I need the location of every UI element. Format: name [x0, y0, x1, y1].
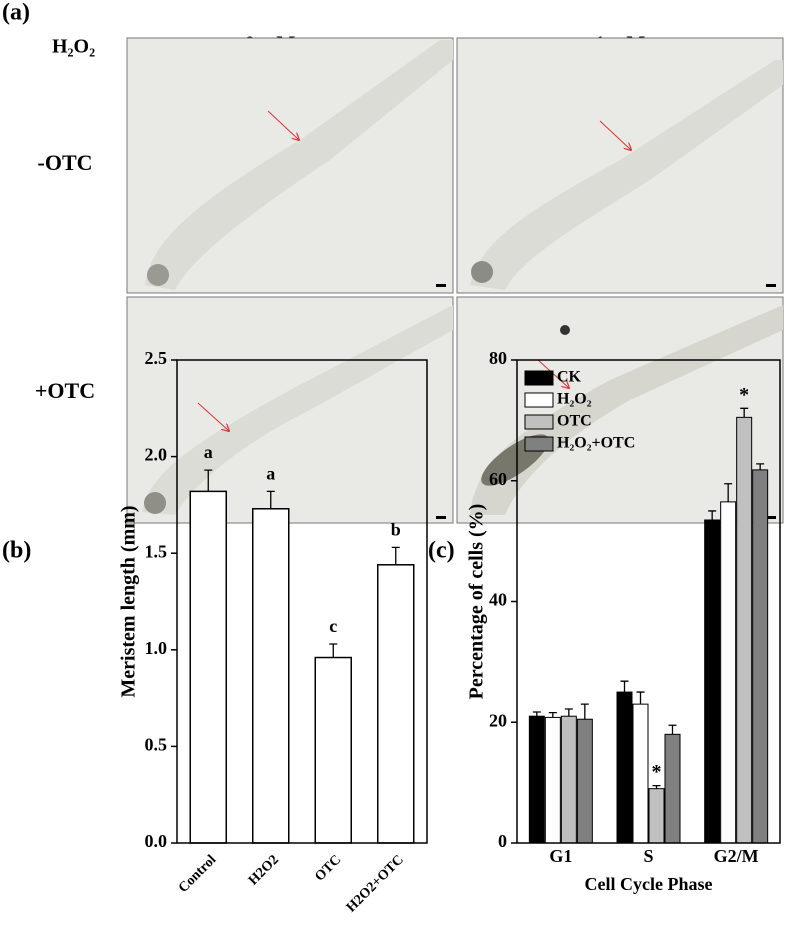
row-label: -OTC — [38, 150, 93, 175]
error-bar — [668, 724, 677, 735]
error-bar — [652, 784, 661, 789]
x-tick-label: H2O2 — [246, 852, 282, 888]
y-tick-label: 80 — [489, 348, 507, 368]
bar — [189, 490, 227, 844]
error-bar — [564, 708, 573, 717]
bar-label: a — [266, 464, 275, 484]
error-bar — [532, 711, 541, 717]
x-tick-label: S — [643, 846, 653, 866]
error-bar — [620, 680, 629, 693]
error-bar — [391, 546, 400, 565]
y-tick-label: 0.0 — [145, 831, 168, 851]
error-bar — [708, 510, 717, 520]
error-bar — [548, 711, 557, 718]
y-tick-label: 1.0 — [145, 638, 168, 658]
x-tick-label: OTC — [312, 852, 344, 884]
panel-label: (c) — [428, 538, 455, 564]
x-tick-label: G2/M — [714, 846, 759, 866]
axes-frame — [176, 359, 428, 844]
legend-label: H₂O₂+OTC — [557, 435, 635, 452]
y-tick-label: 40 — [489, 590, 507, 610]
y-tick-label: 0.5 — [145, 735, 168, 755]
y-tick-label: 60 — [489, 469, 507, 489]
x-tick-label: Control — [176, 852, 220, 896]
bar — [377, 564, 415, 844]
bar-label: c — [329, 616, 337, 636]
error-bar — [580, 703, 589, 720]
error-bar — [204, 469, 213, 492]
x-tick-label: G1 — [549, 846, 572, 866]
axes-frame — [516, 359, 781, 844]
y-tick-label: 0 — [498, 831, 507, 851]
bar — [252, 508, 290, 844]
bar — [736, 416, 753, 844]
bar — [720, 501, 737, 844]
bar-label: a — [204, 442, 213, 462]
bar — [560, 715, 577, 844]
legend-swatch — [524, 370, 554, 386]
bar — [752, 469, 769, 844]
bar — [632, 703, 649, 844]
error-bar — [740, 407, 749, 418]
legend-swatch — [524, 436, 554, 452]
y-axis-label: Percentage of cells (%) — [466, 504, 488, 700]
bar — [616, 691, 633, 844]
legend-label: H₂O₂ — [557, 391, 592, 408]
bar — [544, 716, 561, 844]
bar — [314, 656, 352, 844]
bar — [704, 519, 721, 844]
x-axis-label: Cell Cycle Phase — [585, 874, 713, 894]
bar — [664, 733, 681, 844]
x-tick-label: H2O2+OTC — [344, 852, 407, 915]
micrograph — [456, 37, 784, 294]
bar-label: * — [652, 761, 662, 783]
legend-label: OTC — [557, 413, 592, 430]
bar-label: * — [739, 384, 749, 406]
treatment-label: H₂O₂ — [52, 36, 95, 58]
panel-label: (b) — [2, 538, 31, 564]
y-tick-label: 2.0 — [145, 445, 168, 465]
y-tick-label: 1.5 — [145, 541, 168, 561]
micrographs — [126, 37, 784, 524]
row-label: +OTC — [35, 378, 95, 403]
error-bar — [756, 463, 765, 470]
micrograph — [126, 37, 454, 294]
legend-swatch — [524, 414, 554, 430]
error-bar — [636, 691, 645, 705]
micrograph — [456, 296, 784, 524]
error-bar — [724, 483, 733, 502]
y-tick-label: 2.5 — [145, 348, 168, 368]
micrograph — [126, 296, 454, 524]
y-tick-label: 20 — [489, 710, 507, 730]
bar — [528, 715, 545, 844]
bar-label: b — [391, 520, 401, 540]
error-bar — [329, 643, 338, 658]
legend-swatch — [524, 392, 554, 408]
bar — [576, 718, 593, 844]
legend-label: CK — [557, 369, 582, 386]
bar — [648, 788, 665, 844]
error-bar — [266, 490, 275, 509]
y-axis-label: Meristem length (mm) — [118, 505, 140, 697]
panel-label: (a) — [2, 0, 30, 26]
